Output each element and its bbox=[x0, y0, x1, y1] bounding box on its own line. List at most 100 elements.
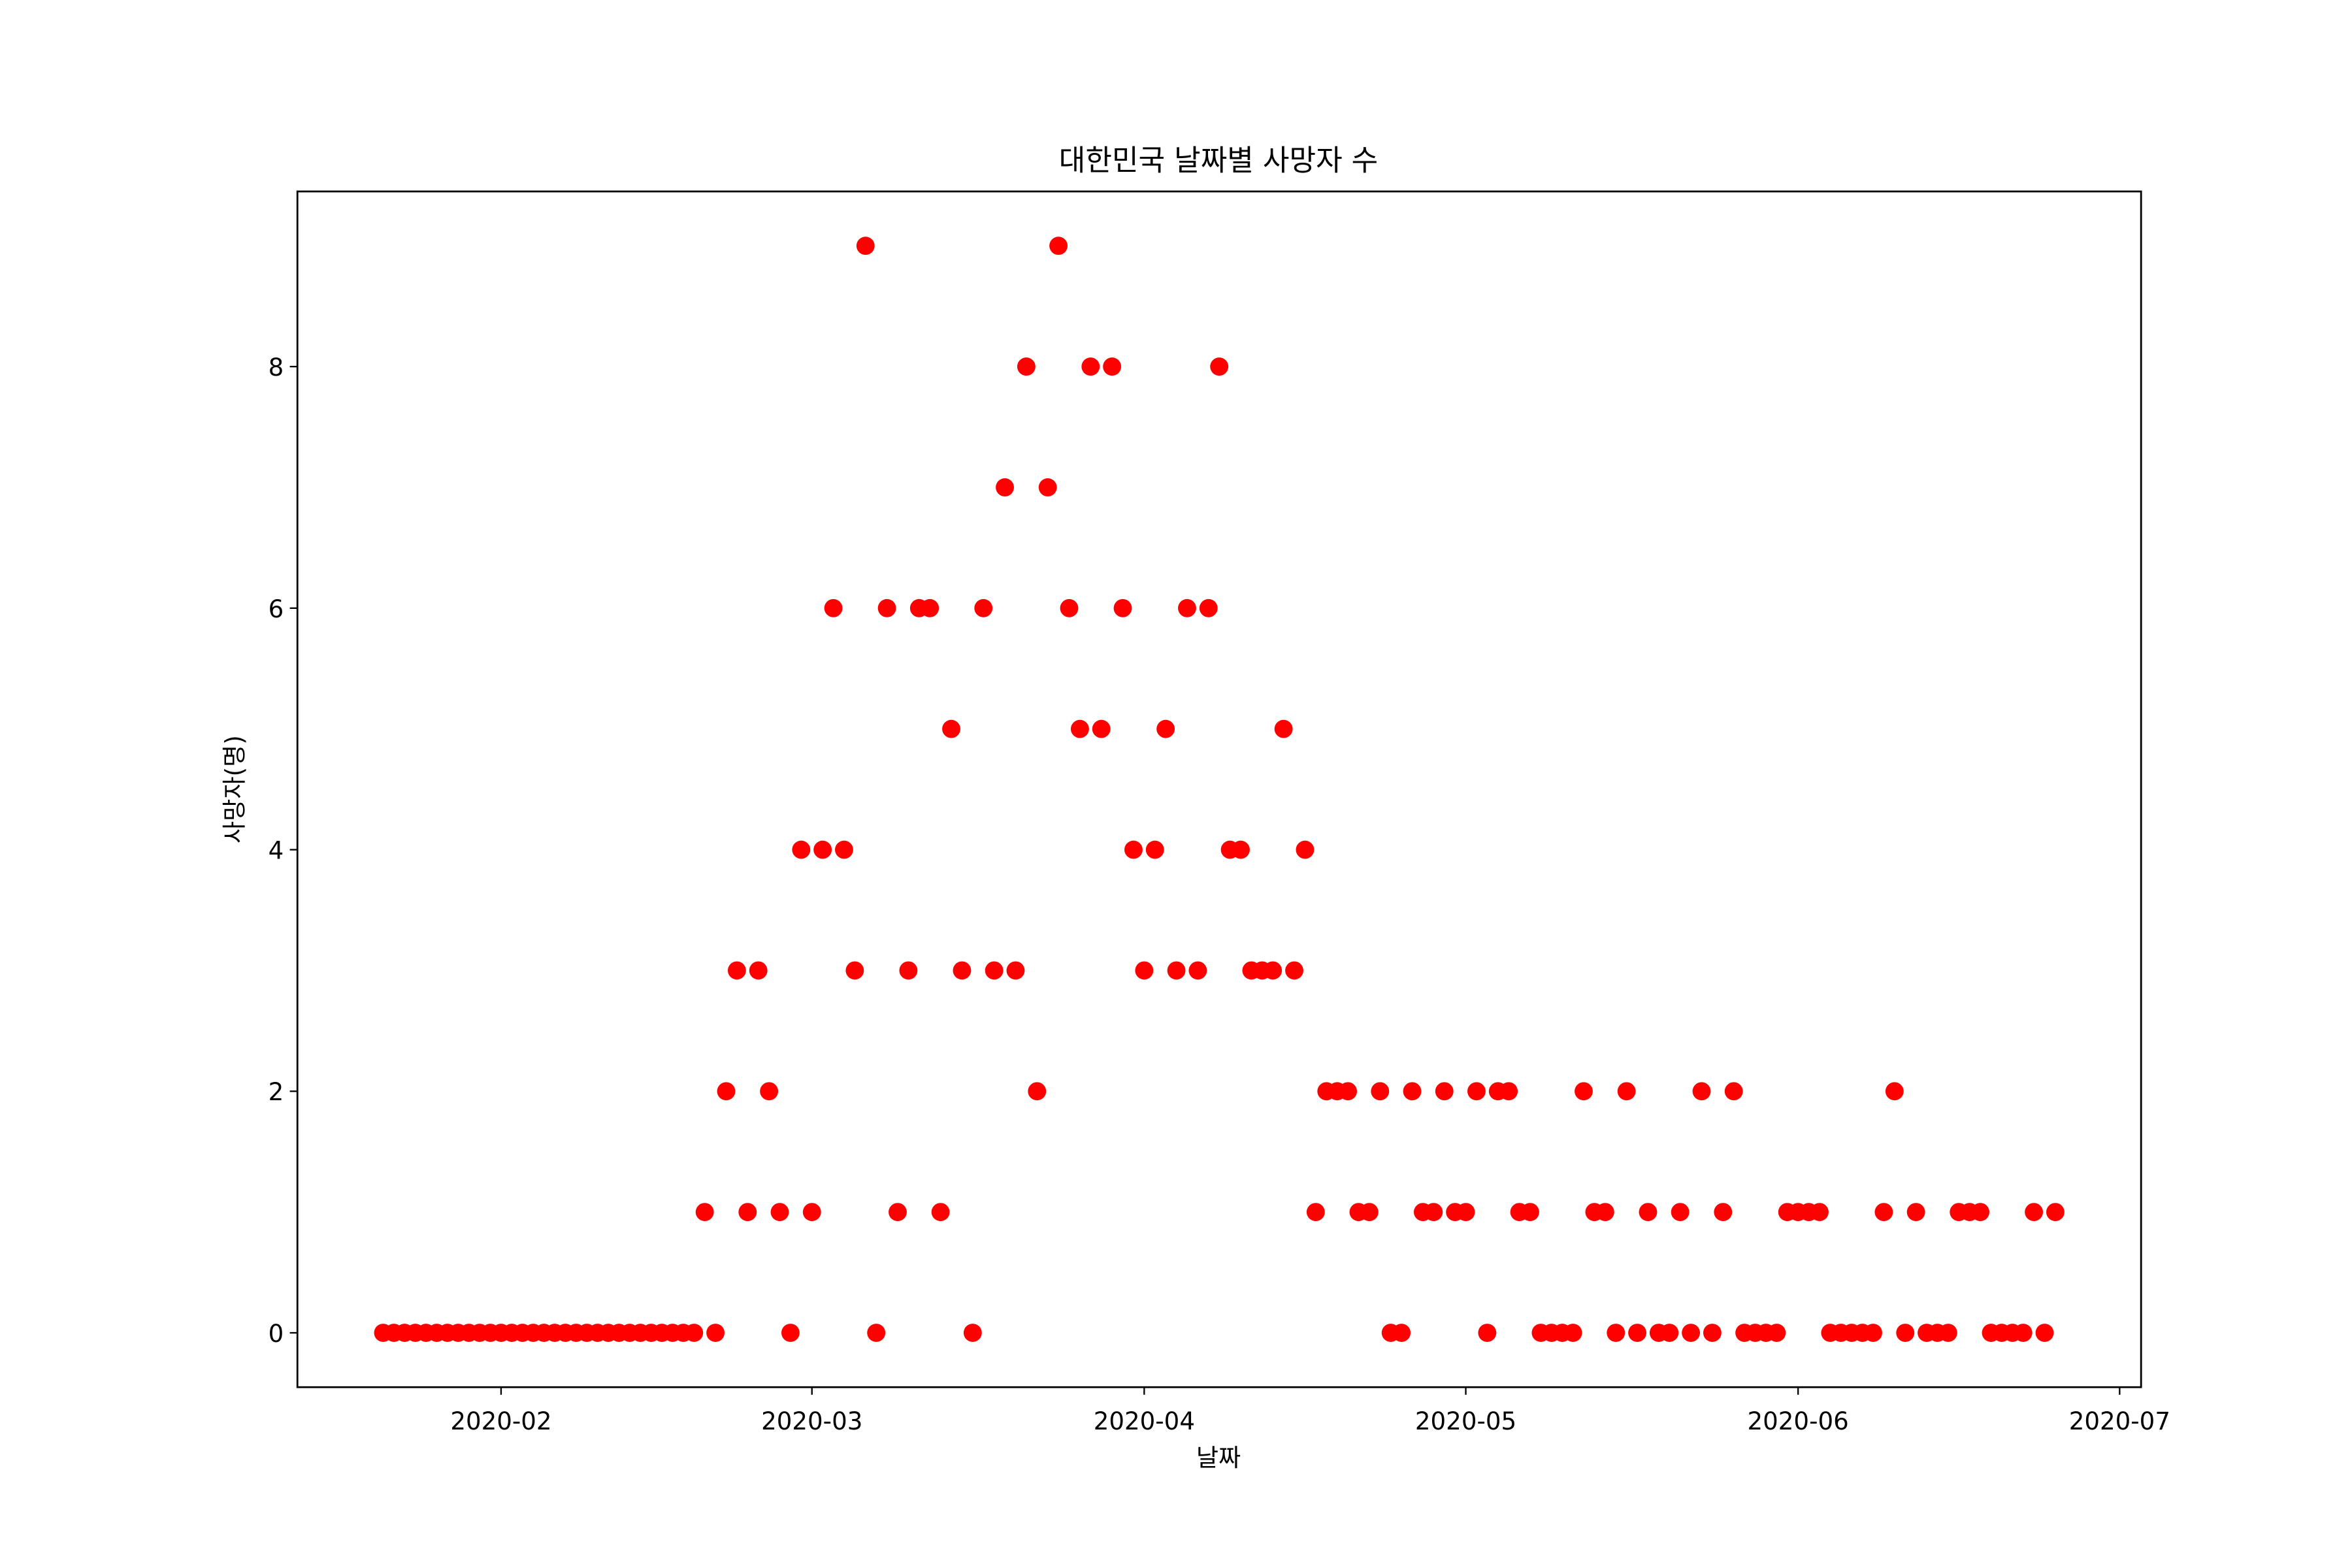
point bbox=[1360, 1203, 1379, 1222]
point bbox=[1424, 1203, 1443, 1222]
point bbox=[1617, 1082, 1636, 1101]
point bbox=[1392, 1324, 1411, 1342]
point bbox=[1167, 961, 1186, 980]
plot-frame bbox=[296, 190, 2142, 1388]
point bbox=[931, 1203, 950, 1222]
point bbox=[749, 961, 768, 980]
point bbox=[706, 1324, 725, 1342]
point bbox=[1188, 961, 1207, 980]
point bbox=[1038, 478, 1057, 497]
point bbox=[1435, 1082, 1454, 1101]
point bbox=[1017, 357, 1036, 376]
chart-title: 대한민국 날짜별 사망자 수 bbox=[1059, 144, 1378, 178]
point bbox=[835, 840, 853, 859]
y-axis-label: 사망자(명) bbox=[221, 735, 249, 843]
point bbox=[1285, 961, 1303, 980]
point bbox=[1028, 1082, 1047, 1101]
point bbox=[953, 961, 972, 980]
point bbox=[1692, 1082, 1711, 1101]
point bbox=[899, 961, 918, 980]
point bbox=[1456, 1203, 1475, 1222]
x-tick-label: 2020-07 bbox=[2069, 1407, 2170, 1435]
point bbox=[813, 840, 832, 859]
point bbox=[1199, 598, 1218, 617]
point bbox=[1703, 1324, 1722, 1342]
point bbox=[1124, 840, 1143, 859]
point bbox=[685, 1324, 704, 1342]
point bbox=[824, 598, 843, 617]
point bbox=[1306, 1203, 1325, 1222]
point bbox=[1595, 1203, 1614, 1222]
point bbox=[1232, 840, 1250, 859]
point bbox=[1499, 1082, 1518, 1101]
point bbox=[1885, 1082, 1904, 1101]
point bbox=[760, 1082, 779, 1101]
point bbox=[856, 237, 875, 255]
point bbox=[1864, 1324, 1882, 1342]
x-tick-label: 2020-06 bbox=[1748, 1407, 1849, 1435]
x-tick-label: 2020-02 bbox=[450, 1407, 551, 1435]
point bbox=[1810, 1203, 1829, 1222]
x-tick-label: 2020-04 bbox=[1094, 1407, 1195, 1435]
point bbox=[1296, 840, 1315, 859]
point bbox=[802, 1203, 821, 1222]
point bbox=[1660, 1324, 1679, 1342]
point bbox=[1874, 1203, 1893, 1222]
point bbox=[845, 961, 864, 980]
point bbox=[2014, 1324, 2033, 1342]
point bbox=[1478, 1324, 1497, 1342]
point bbox=[1575, 1082, 1593, 1101]
x-axis-label: 날짜 bbox=[1196, 1444, 1241, 1472]
point bbox=[1156, 719, 1175, 738]
point bbox=[1145, 840, 1164, 859]
point bbox=[738, 1203, 757, 1222]
point bbox=[1103, 357, 1122, 376]
point bbox=[1135, 961, 1154, 980]
y-tick-label: 0 bbox=[269, 1320, 284, 1348]
point bbox=[1639, 1203, 1658, 1222]
point bbox=[1049, 237, 1068, 255]
point bbox=[1178, 598, 1196, 617]
point bbox=[1081, 357, 1100, 376]
y-tick-label: 8 bbox=[269, 353, 284, 382]
point bbox=[1714, 1203, 1733, 1222]
point bbox=[2046, 1203, 2065, 1222]
point bbox=[942, 719, 960, 738]
y-tick-label: 6 bbox=[269, 595, 284, 623]
point bbox=[1060, 598, 1079, 617]
point bbox=[1671, 1203, 1690, 1222]
point bbox=[770, 1203, 789, 1222]
point bbox=[985, 961, 1004, 980]
point bbox=[889, 1203, 907, 1222]
point bbox=[1467, 1082, 1486, 1101]
point bbox=[1339, 1082, 1358, 1101]
point bbox=[1938, 1324, 1957, 1342]
point bbox=[1371, 1082, 1390, 1101]
y-tick-label: 2 bbox=[269, 1078, 284, 1106]
point bbox=[1113, 598, 1132, 617]
point bbox=[877, 598, 896, 617]
point bbox=[1403, 1082, 1422, 1101]
point bbox=[996, 478, 1014, 497]
point bbox=[695, 1203, 714, 1222]
point bbox=[1906, 1203, 1925, 1222]
point bbox=[1006, 961, 1025, 980]
point bbox=[1563, 1324, 1582, 1342]
point bbox=[1724, 1082, 1743, 1101]
point bbox=[974, 598, 993, 617]
point bbox=[963, 1324, 982, 1342]
point bbox=[2035, 1324, 2054, 1342]
point bbox=[1767, 1324, 1786, 1342]
x-tick-label: 2020-05 bbox=[1415, 1407, 1516, 1435]
point bbox=[867, 1324, 886, 1342]
point bbox=[2025, 1203, 2044, 1222]
point bbox=[1210, 357, 1229, 376]
x-tick-label: 2020-03 bbox=[761, 1407, 862, 1435]
point bbox=[1264, 961, 1282, 980]
point bbox=[1521, 1203, 1539, 1222]
point bbox=[1682, 1324, 1701, 1342]
point bbox=[792, 840, 811, 859]
point bbox=[727, 961, 746, 980]
